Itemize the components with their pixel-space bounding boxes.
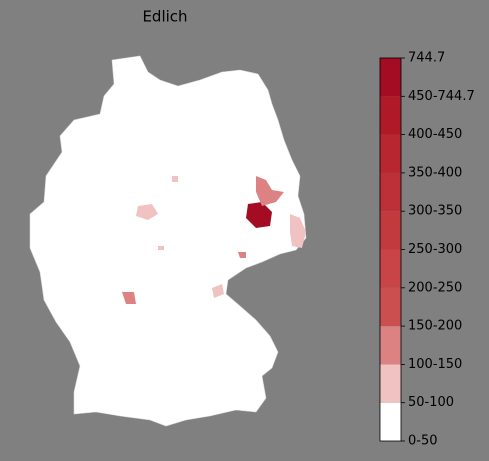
colorbar-label: 150-200 [408,319,462,334]
colorbar-segment [380,402,401,441]
colorbar-segment [380,364,401,403]
map-title: Edlich [142,8,187,26]
district-highlight [122,292,136,304]
germany-outline [29,55,307,427]
colorbar-label: 50-100 [408,395,454,410]
colorbar: 0-50 50-100 100-150 150-200 200-250 250-300 30… [379,51,475,449]
district-highlight [246,202,272,228]
colorbar-label: 744.7 [408,51,445,66]
colorbar-label: 100-150 [408,357,462,372]
district-highlight [256,176,284,206]
colorbar-segment [380,326,401,365]
colorbar-segment [380,134,401,173]
colorbar-segment [380,287,401,327]
colorbar-label: 0-50 [408,434,438,449]
colorbar-label: 450-744.7 [408,89,475,104]
colorbar-label: 350-400 [408,165,462,180]
colorbar-label: 200-250 [408,280,462,295]
colorbar-segment [380,172,401,212]
colorbar-label: 300-350 [408,204,462,219]
colorbar-segment [380,211,401,250]
district-highlight [238,252,246,258]
colorbar-label: 400-450 [408,127,462,142]
colorbar-segment [380,96,401,135]
district-highlight [290,214,306,248]
district-highlight [172,176,178,182]
colorbar-segment [380,58,401,97]
colorbar-label: 250-300 [408,242,462,257]
colorbar-segment [380,249,401,288]
district-highlight [158,246,164,250]
district-highlight [212,284,224,298]
district-highlight [136,204,158,220]
